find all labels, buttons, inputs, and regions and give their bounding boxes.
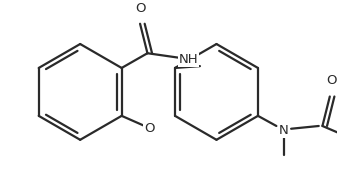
Text: O: O [326,74,337,87]
Text: O: O [144,122,154,135]
Text: NH: NH [179,53,199,66]
Text: O: O [136,2,146,15]
Text: N: N [279,124,289,137]
